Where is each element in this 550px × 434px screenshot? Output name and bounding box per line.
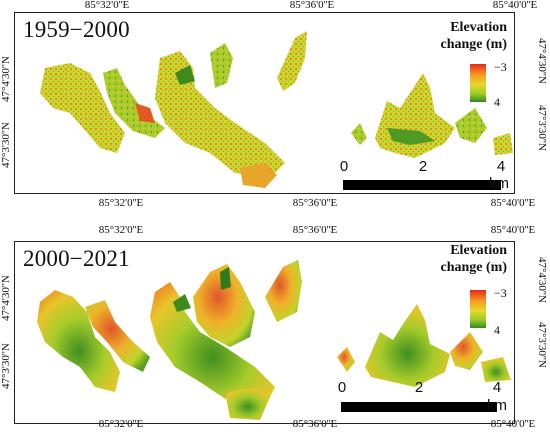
legend-title: Elevation change (m) [441, 19, 508, 53]
scale-bar-line [341, 402, 497, 412]
scale-unit: km [487, 397, 507, 414]
scale-label-2: 2 [418, 158, 428, 175]
lon-tick-top-1: 85°32'0''E [84, 0, 130, 11]
legend-title-line1: Elevation [450, 243, 507, 258]
lat-tick-left-2: 47°3'30''N [0, 122, 12, 168]
lon-tick-bottom-3: 85°40'0''E [490, 197, 536, 209]
lon-tick-top-3: 85°40'0''E [490, 224, 536, 236]
lon-tick-top-2: 85°36'0''E [292, 224, 338, 236]
lon-tick-top-3: 85°40'0''E [492, 0, 538, 11]
legend-max-label: −3 [494, 286, 507, 300]
legend-title-line1: Elevation [450, 20, 507, 35]
legend-max-label: −3 [494, 60, 507, 74]
period-label: 1959−2000 [23, 17, 130, 42]
lat-tick-left-1: 47°4'30''N [0, 275, 12, 321]
legend-title-line2: change (m) [440, 260, 508, 275]
legend-colorbar [470, 64, 486, 102]
elevation-change-raster [40, 31, 513, 188]
legend-title: Elevation change (m) [441, 242, 508, 276]
scale-label-4: 4 [492, 379, 502, 396]
scale-label-2: 2 [414, 379, 424, 396]
scale-bar-line [343, 180, 501, 190]
legend-min-label: 4 [494, 95, 500, 109]
lon-tick-top-2: 85°36'0''E [289, 0, 335, 11]
lon-tick-bottom-2: 85°36'0''E [292, 197, 338, 209]
scale-label-4: 4 [496, 158, 506, 175]
lat-tick-left-1: 47°4'30''N [0, 56, 12, 102]
scale-unit: km [489, 175, 509, 192]
lon-tick-top-1: 85°32'0''E [98, 224, 144, 236]
legend-min-label: 4 [494, 323, 500, 337]
lon-tick-bottom-3: 85°40'0''E [490, 418, 536, 430]
map-panel-2000-2021: 85°32'0''E 85°36'0''E 85°40'0''E [0, 217, 550, 434]
map-panel-1959-2000: 85°32'0''E 85°36'0''E 85°40'0''E [0, 0, 548, 209]
lat-tick-right-2: 47°3'30''N [536, 322, 548, 368]
lat-tick-right-1: 47°4'30''N [536, 257, 548, 303]
lon-tick-bottom-2: 85°36'0''E [292, 418, 338, 430]
lon-tick-bottom-1: 85°32'0''E [98, 418, 144, 430]
lat-tick-left-2: 47°3'30''N [0, 343, 12, 389]
elevation-change-raster [37, 260, 511, 420]
lat-tick-right-1: 47°4'30''N [536, 38, 548, 84]
lat-tick-right-2: 47°3'30''N [536, 105, 548, 151]
map-frame: 1959−2000 Elevation change (m) −3 4 0 2 … [14, 12, 515, 194]
map-frame: 2000−2021 Elevation change (m) −3 4 0 2 … [14, 241, 515, 424]
scale-label-0: 0 [339, 158, 349, 175]
lon-tick-bottom-1: 85°32'0''E [98, 197, 144, 209]
scale-label-0: 0 [337, 379, 347, 396]
legend-title-line2: change (m) [440, 37, 508, 52]
period-label: 2000−2021 [23, 246, 130, 271]
legend-colorbar [470, 290, 486, 328]
